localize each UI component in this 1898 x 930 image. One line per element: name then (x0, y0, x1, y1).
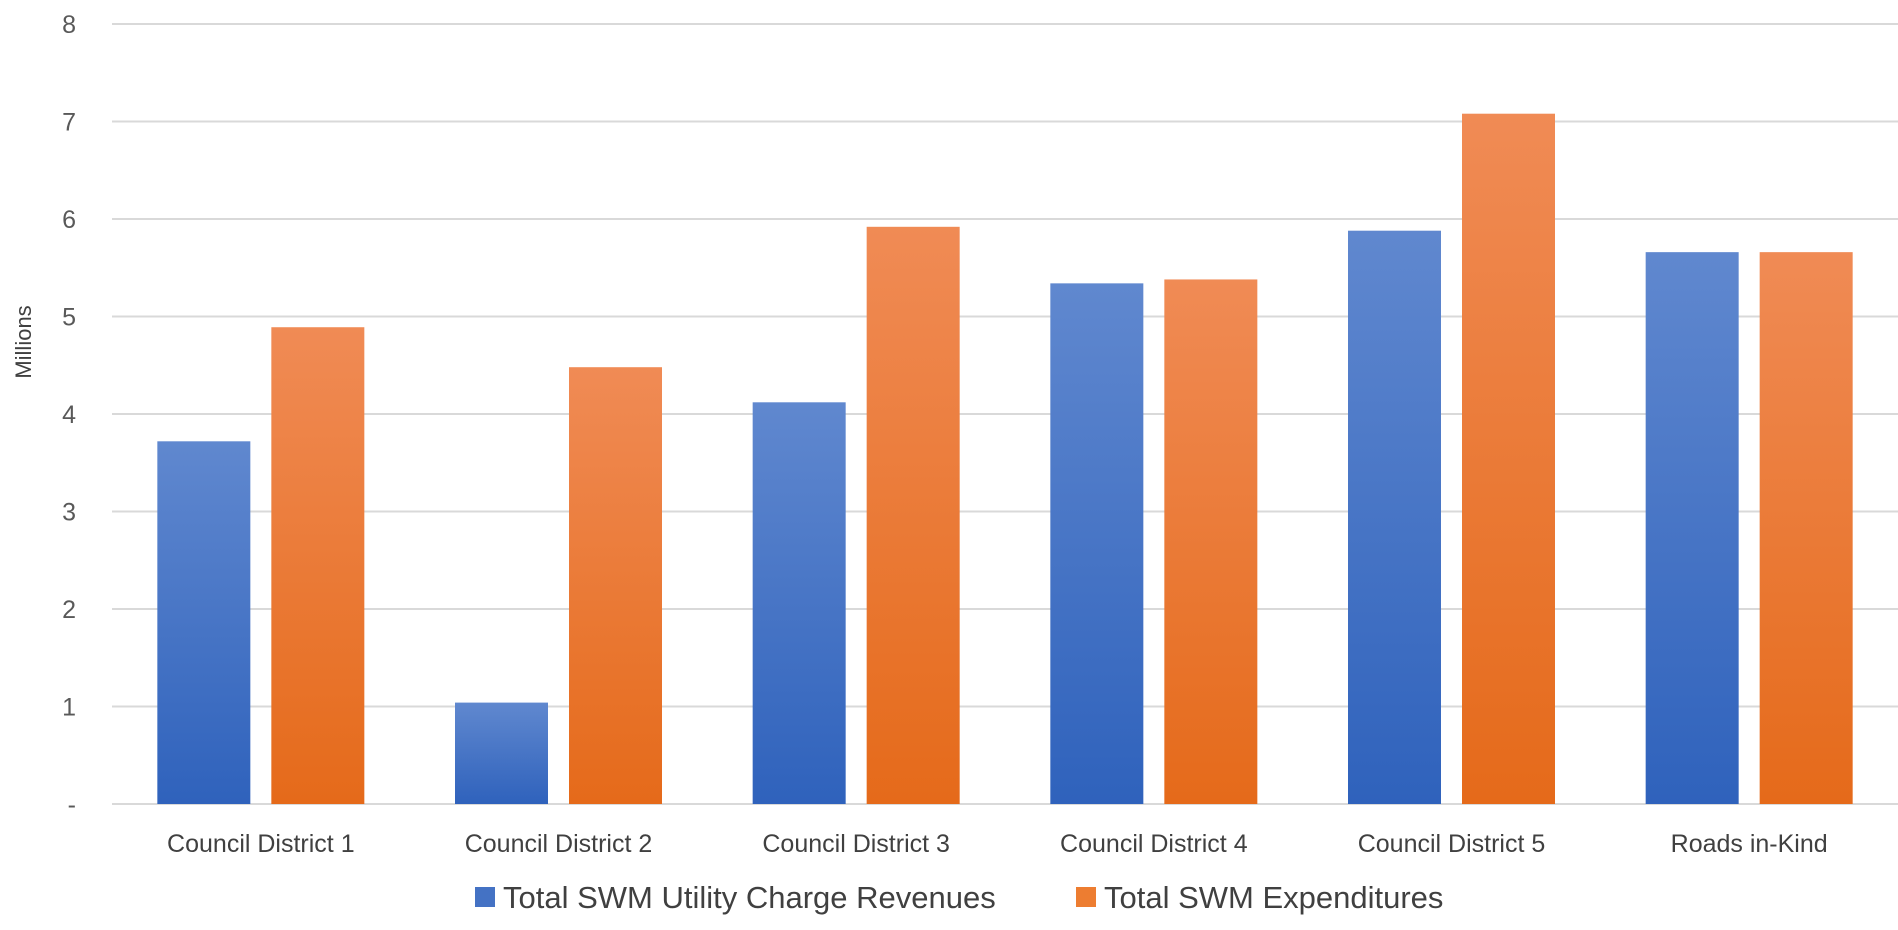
legend-swatch-expenditures (1076, 887, 1096, 907)
bars (157, 113, 1853, 805)
bar-revenues-3 (752, 402, 846, 804)
legend: Total SWM Utility Charge Revenues Total S… (475, 880, 1443, 915)
bar-revenues-1 (157, 441, 251, 804)
y-tick-label: 4 (62, 401, 76, 429)
y-axis-ticks: - 1 2 3 4 5 6 7 8 (62, 11, 76, 819)
x-category-label: Council District 2 (465, 830, 653, 858)
y-tick-label: - (68, 791, 76, 819)
x-category-label: Roads in-Kind (1671, 830, 1828, 858)
y-tick-label: 8 (62, 11, 76, 39)
bar-expenditures-4 (1164, 279, 1258, 804)
x-category-label: Council District 4 (1060, 830, 1248, 858)
y-tick-label: 7 (62, 109, 76, 137)
y-tick-label: 3 (62, 499, 76, 527)
x-axis-categories: Council District 1 Council District 2 Coun… (167, 830, 1828, 858)
y-tick-label: 6 (62, 206, 76, 234)
y-tick-label: 5 (62, 304, 76, 332)
bar-revenues-6 (1645, 252, 1739, 804)
y-tick-label: 2 (62, 596, 76, 624)
bar-expenditures-5 (1462, 113, 1555, 804)
bar-expenditures-1 (271, 327, 365, 804)
bar-revenues-5 (1348, 230, 1441, 804)
legend-swatch-revenues (475, 887, 495, 907)
x-category-label: Council District 5 (1358, 830, 1546, 858)
bar-expenditures-6 (1759, 252, 1853, 804)
y-tick-label: 1 (62, 694, 76, 722)
legend-label-expenditures: Total SWM Expenditures (1104, 880, 1443, 915)
y-axis-title: Millions (11, 305, 36, 378)
x-category-label: Council District 3 (762, 830, 950, 858)
gridlines (112, 23, 1898, 805)
bar-expenditures-2 (569, 367, 662, 804)
bar-revenues-2 (455, 702, 548, 804)
x-category-label: Council District 1 (167, 830, 355, 858)
legend-label-revenues: Total SWM Utility Charge Revenues (503, 880, 996, 915)
bar-expenditures-3 (866, 226, 960, 805)
bar-revenues-4 (1050, 283, 1144, 805)
